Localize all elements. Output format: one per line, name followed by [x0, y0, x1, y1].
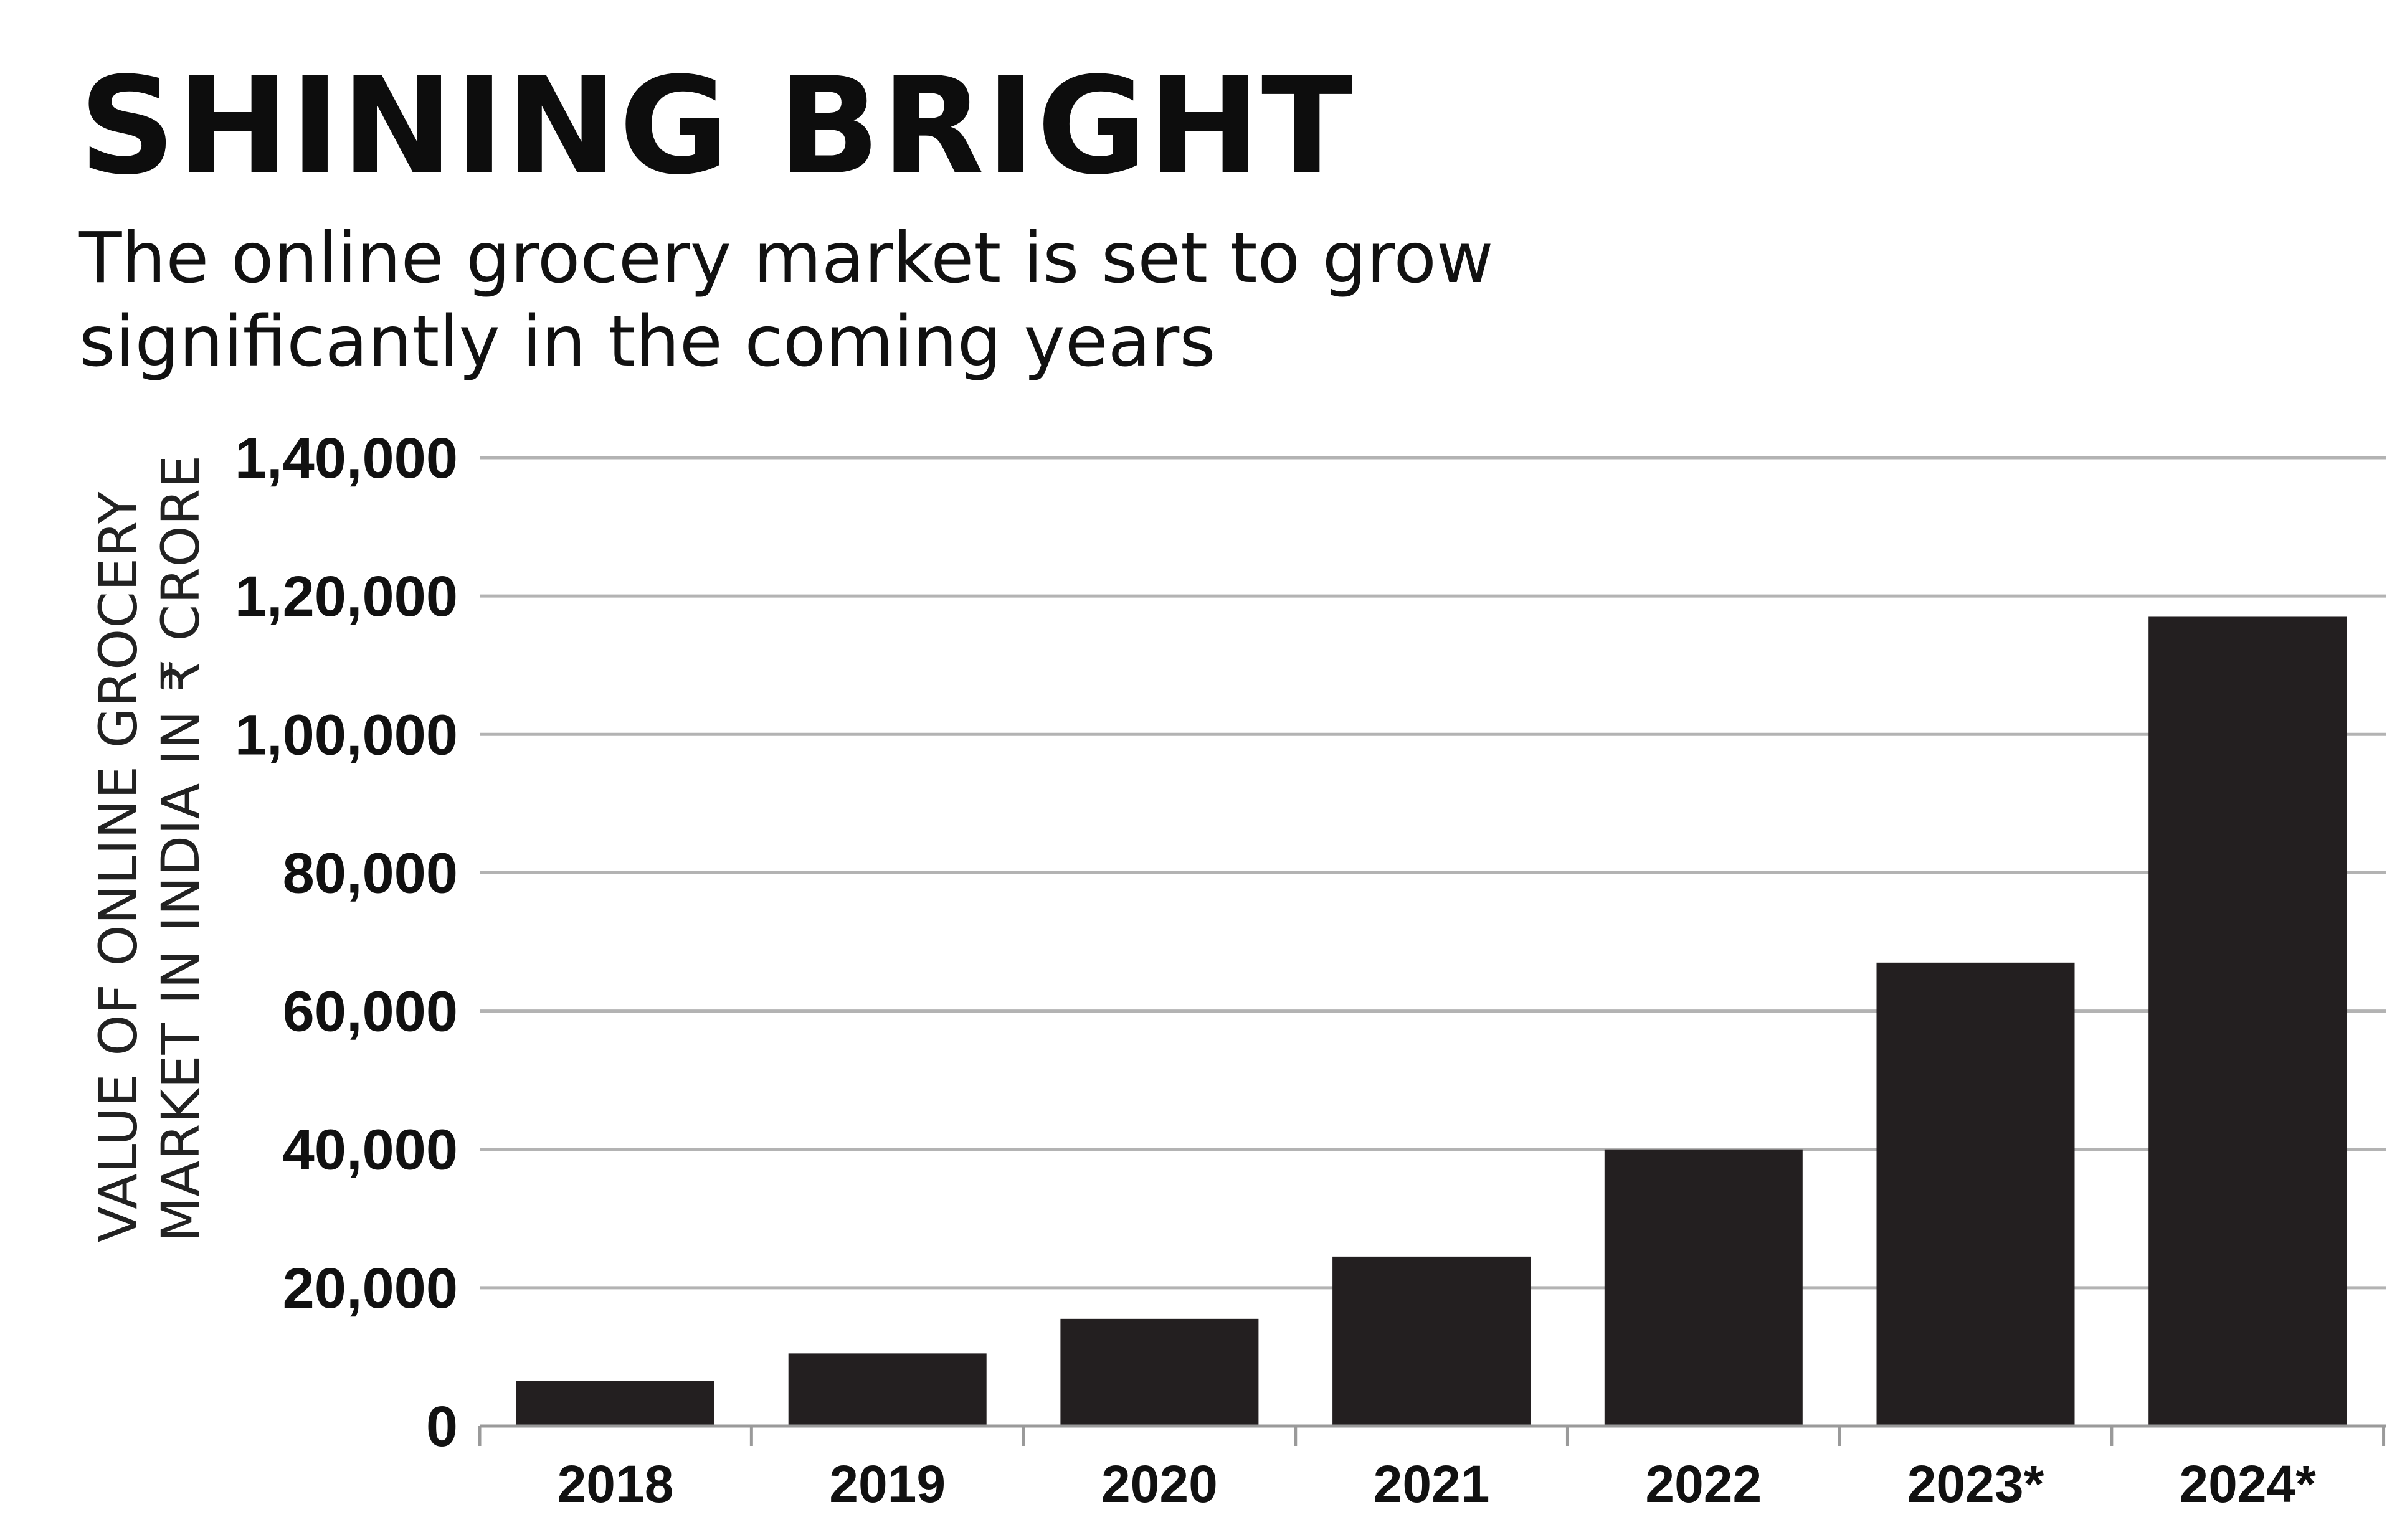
bar [1604, 1149, 1803, 1426]
y-tick-label: 1,40,000 [235, 427, 458, 490]
bar [2148, 616, 2347, 1426]
gridlines [480, 456, 2386, 1290]
chart-subtitle: The online grocery market is set to grow… [79, 218, 1494, 382]
x-axis-ticks: 2018 2019 2020 2021 2022 2023* 2024* [558, 1455, 2317, 1513]
bar [1060, 1318, 1259, 1426]
bars [516, 616, 2347, 1426]
bar [516, 1381, 714, 1426]
y-tick-label: 60,000 [283, 980, 458, 1044]
x-tick-label: 2023* [1907, 1455, 2044, 1513]
y-tick-label: 80,000 [283, 841, 458, 905]
chart-title: SHINING BRIGHT [79, 48, 1354, 204]
x-tick-label: 2020 [1101, 1455, 1218, 1513]
y-tick-label: 40,000 [283, 1118, 458, 1182]
bar [1332, 1256, 1531, 1426]
x-tick-label: 2018 [558, 1455, 674, 1513]
x-tick-label: 2019 [829, 1455, 946, 1513]
x-tick-label: 2021 [1374, 1455, 1490, 1513]
y-tick-label: 20,000 [283, 1257, 458, 1320]
y-axis-ticks: 0 20,000 40,000 60,000 80,000 1,00,000 1,20,00… [235, 427, 458, 1458]
y-tick-label: 1,00,000 [235, 703, 458, 767]
x-tick-label: 2022 [1645, 1455, 1762, 1513]
x-tick-label: 2024* [2179, 1455, 2316, 1513]
y-tick-label: 1,20,000 [235, 565, 458, 628]
bar [1876, 962, 2075, 1426]
y-tick-label: 0 [426, 1395, 458, 1458]
x-axis [478, 1424, 2386, 1446]
bar [788, 1353, 987, 1426]
